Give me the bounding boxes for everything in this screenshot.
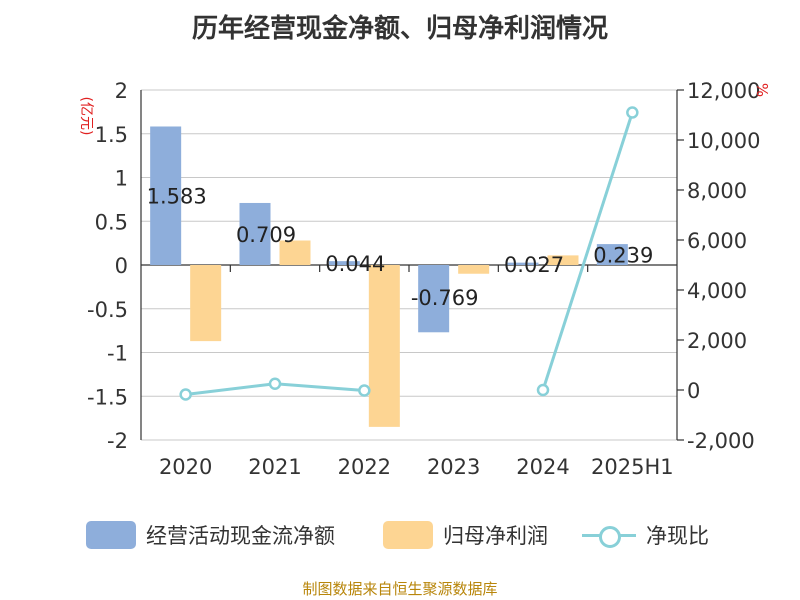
line-segment-cash-ratio xyxy=(541,112,634,391)
bar-value-label: 0.709 xyxy=(236,223,296,247)
point-cash-ratio xyxy=(179,388,192,401)
legend-item-net-profit[interactable]: 归母净利润 xyxy=(383,517,548,553)
bar-value-label: 0.044 xyxy=(325,252,385,276)
category-label: 2025H1 xyxy=(591,455,674,479)
legend-swatch-operating-cash-flow xyxy=(86,521,136,549)
bar-net-profit xyxy=(458,265,490,274)
point-cash-ratio xyxy=(626,106,639,119)
bar-operating-cash-flow xyxy=(507,262,539,265)
chart-legend: 经营活动现金流净额 归母净利润 净现比 xyxy=(0,517,800,553)
point-cash-ratio xyxy=(358,384,371,397)
left-tick-label: -2 xyxy=(107,429,128,453)
category-label: 2024 xyxy=(516,455,569,479)
point-cash-ratio xyxy=(536,383,550,397)
left-axis-unit: (亿元) xyxy=(78,97,94,136)
category-label: 2023 xyxy=(427,455,480,479)
bar-value-label: 0.239 xyxy=(593,244,653,268)
left-tick-label: 0.5 xyxy=(95,210,128,234)
bar-operating-cash-flow xyxy=(328,261,360,265)
right-tick-label: 4,000 xyxy=(687,279,747,303)
bar-operating-cash-flow xyxy=(596,244,628,265)
bar-net-profit xyxy=(547,255,579,265)
left-tick-label: -1.5 xyxy=(87,385,128,409)
line-segment-cash-ratio xyxy=(274,382,365,392)
right-tick-label: 8,000 xyxy=(687,179,747,203)
legend-label-operating-cash-flow: 经营活动现金流净额 xyxy=(146,524,335,548)
bar-value-label: -0.769 xyxy=(411,286,479,310)
right-tick-label: 10,000 xyxy=(687,129,760,153)
legend-swatch-net-profit xyxy=(383,521,433,549)
bar-net-profit xyxy=(279,240,311,265)
left-tick-label: -0.5 xyxy=(87,298,128,322)
legend-line-cash-ratio xyxy=(582,521,636,549)
left-tick-label: 0 xyxy=(115,254,128,278)
bar-net-profit xyxy=(368,265,400,427)
category-label: 2020 xyxy=(159,455,212,479)
source-note: 制图数据来自恒生聚源数据库 xyxy=(302,580,498,598)
bar-value-label: 1.583 xyxy=(147,185,207,209)
bar-operating-cash-flow xyxy=(150,126,182,265)
left-tick-label: 2 xyxy=(115,79,128,103)
right-axis-unit: % xyxy=(753,83,771,97)
point-cash-ratio xyxy=(268,377,282,390)
right-tick-label: -2,000 xyxy=(687,429,755,453)
chart-title: 历年经营现金净额、归母净利润情况 xyxy=(191,14,608,44)
bar-net-profit xyxy=(190,265,222,342)
right-tick-label: 2,000 xyxy=(687,329,747,353)
legend-item-cash-ratio[interactable]: 净现比 xyxy=(582,517,709,553)
bar-operating-cash-flow xyxy=(239,202,271,265)
line-segment-cash-ratio xyxy=(185,382,276,396)
left-tick-label: 1.5 xyxy=(95,123,128,147)
category-label: 2021 xyxy=(248,455,301,479)
right-tick-label: 0 xyxy=(687,379,700,403)
legend-item-operating-cash-flow[interactable]: 经营活动现金流净额 xyxy=(86,517,335,553)
left-tick-label: 1 xyxy=(115,167,128,191)
legend-label-net-profit: 归母净利润 xyxy=(443,524,548,548)
bar-value-label: 0.027 xyxy=(504,253,564,277)
category-label: 2022 xyxy=(338,455,391,479)
right-tick-label: 6,000 xyxy=(687,229,747,253)
legend-label-cash-ratio: 净现比 xyxy=(646,524,709,548)
left-tick-label: -1 xyxy=(107,342,128,366)
bar-operating-cash-flow xyxy=(418,265,450,333)
right-tick-label: 12,000 xyxy=(687,79,760,103)
